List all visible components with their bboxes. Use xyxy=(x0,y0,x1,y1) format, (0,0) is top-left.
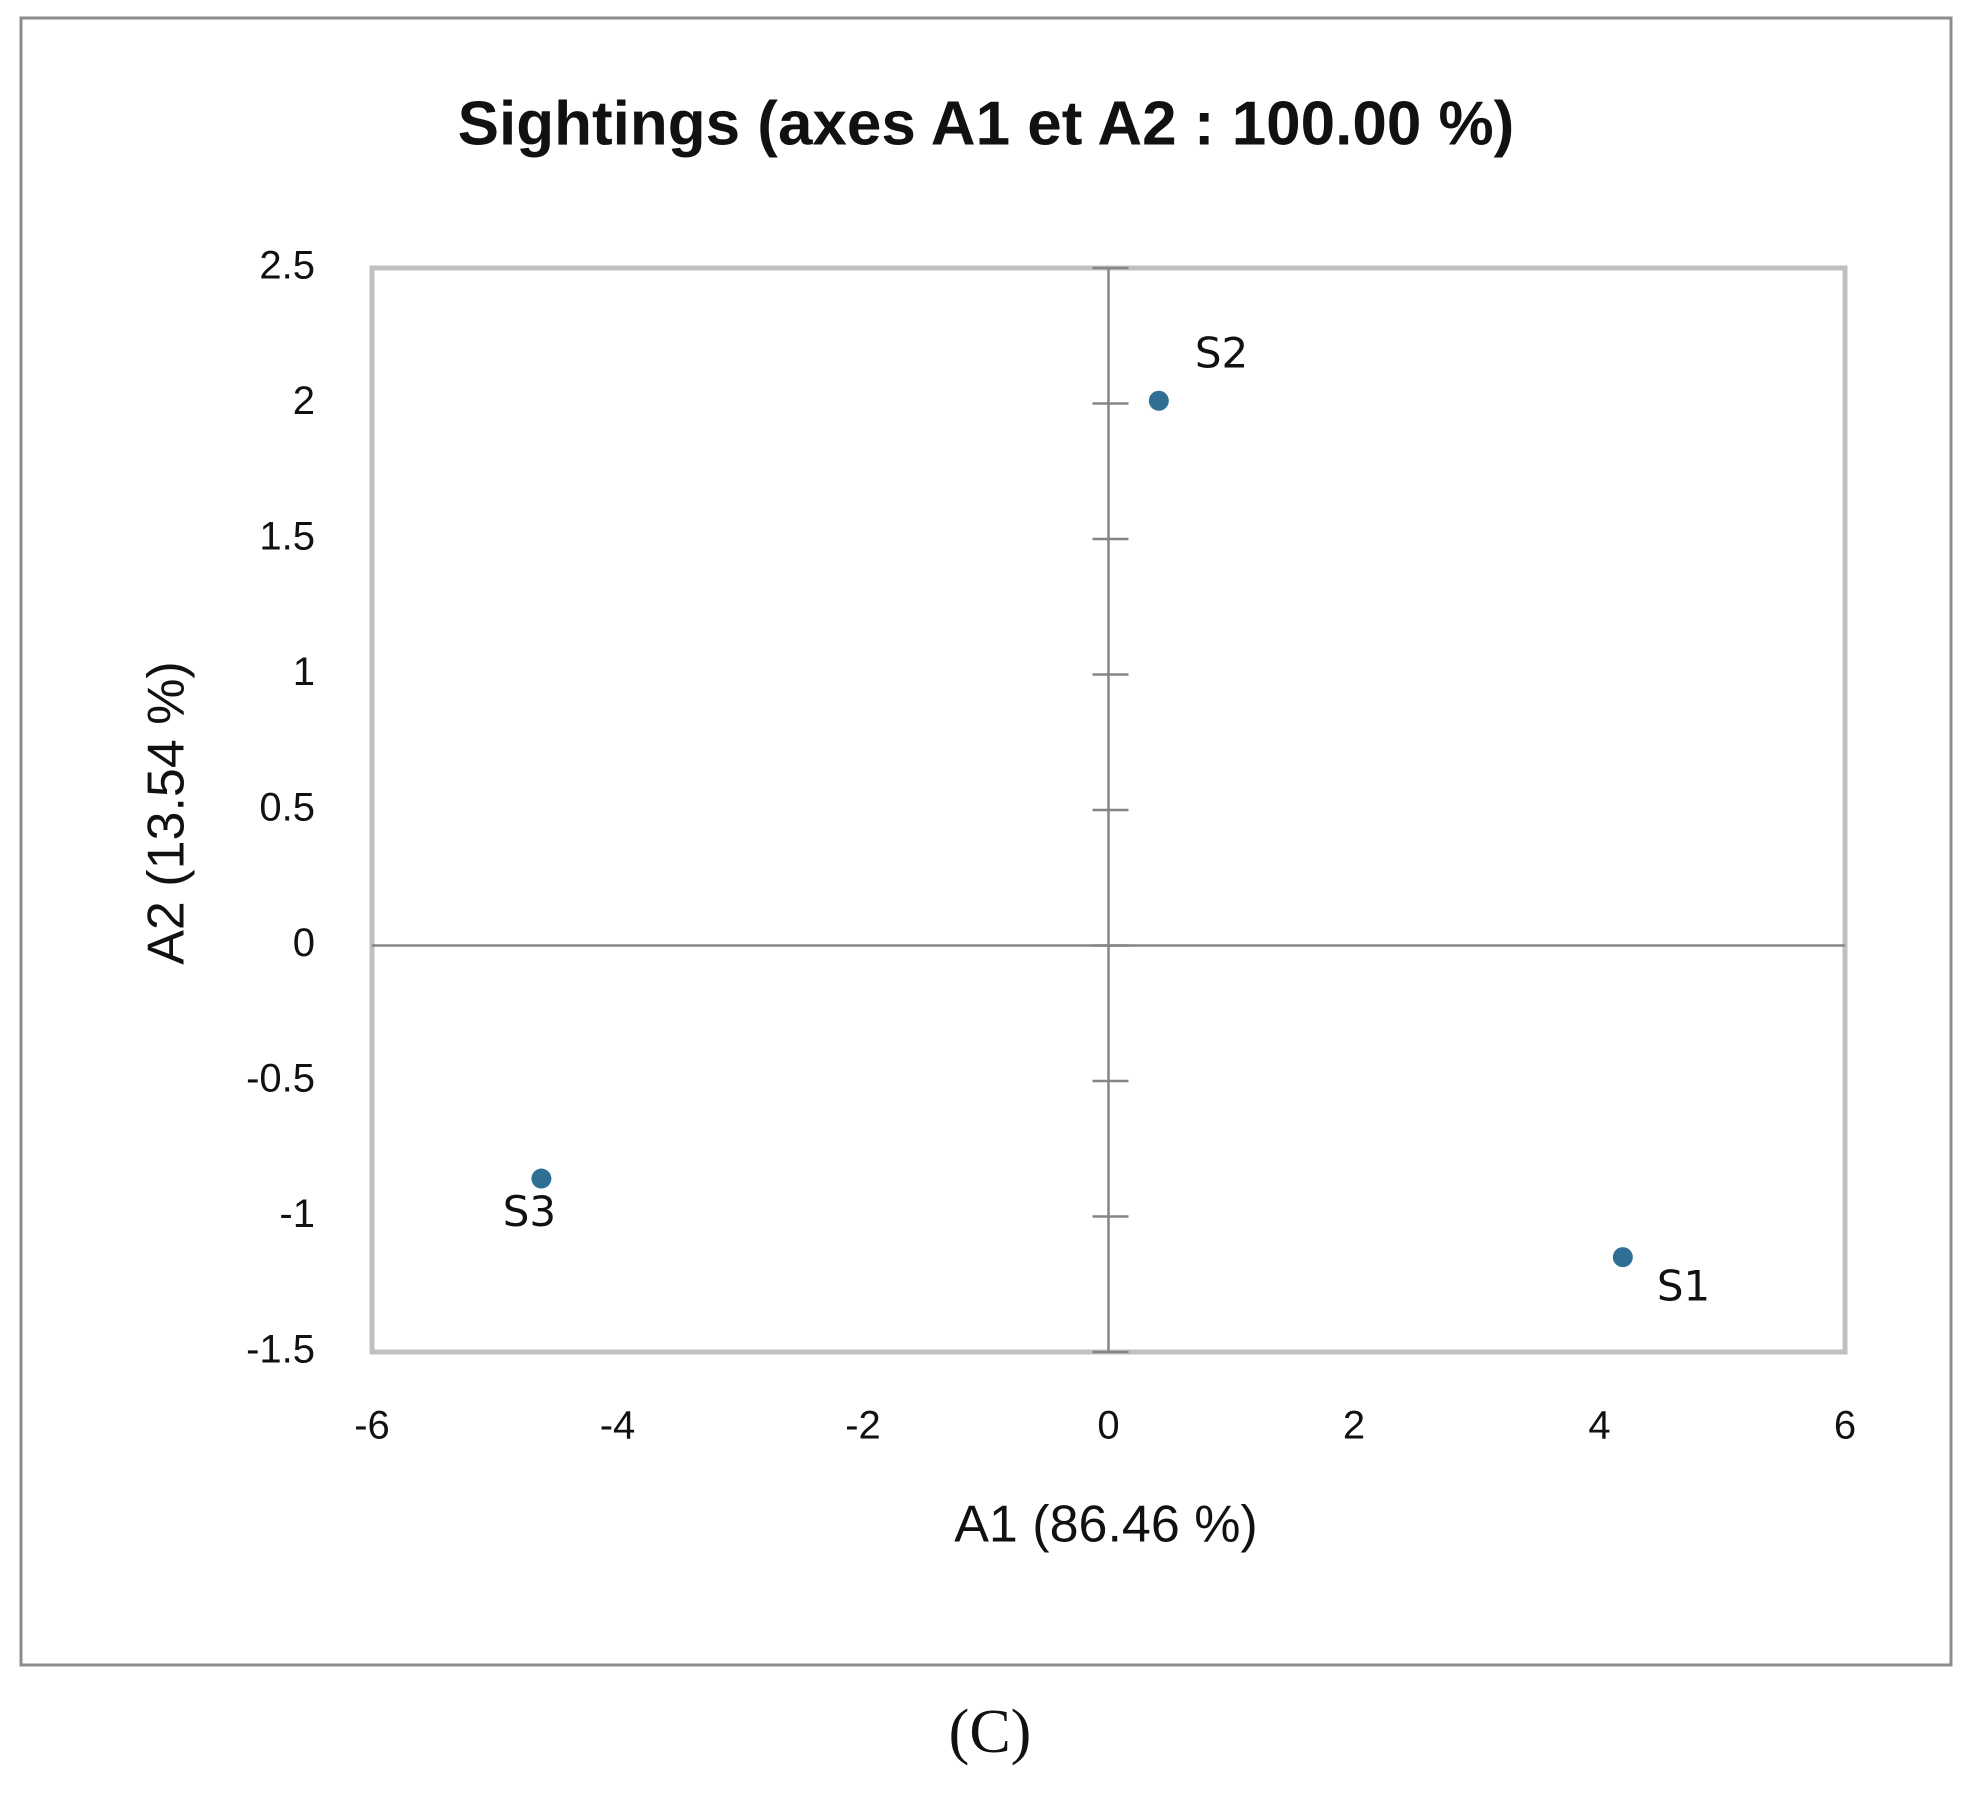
x-tick-label: -6 xyxy=(354,1404,390,1448)
point-label: S2 xyxy=(1195,328,1248,377)
x-tick-label: 0 xyxy=(1097,1404,1119,1448)
x-tick-label: 6 xyxy=(1834,1404,1856,1448)
y-tick-label: 0.5 xyxy=(259,786,315,830)
x-tick-label: -2 xyxy=(845,1404,881,1448)
chart-frame xyxy=(19,16,1953,1667)
y-axis-label: A2 (13.54 %) xyxy=(138,661,196,965)
point-label: S3 xyxy=(503,1187,556,1236)
x-tick-label: -4 xyxy=(600,1404,636,1448)
x-tick-label: 4 xyxy=(1588,1404,1610,1448)
y-tick-label: 2.5 xyxy=(259,244,315,288)
point-label: S1 xyxy=(1657,1262,1710,1311)
data-point xyxy=(1148,390,1169,411)
y-tick-label: 1.5 xyxy=(259,515,315,559)
data-point xyxy=(531,1168,552,1189)
y-tick-label: -1.5 xyxy=(246,1328,315,1372)
y-tick-label: -1 xyxy=(279,1192,315,1236)
chart-title: Sightings (axes A1 et A2 : 100.00 %) xyxy=(458,89,1515,158)
y-tick-label: -0.5 xyxy=(246,1057,315,1101)
y-tick-label: 1 xyxy=(293,650,315,694)
y-tick-label: 0 xyxy=(293,921,315,965)
figure-caption: (C) xyxy=(949,1698,1032,1766)
x-axis-label: A1 (86.46 %) xyxy=(954,1496,1258,1554)
y-tick-label: 2 xyxy=(293,379,315,423)
x-tick-label: 2 xyxy=(1343,1404,1365,1448)
data-point xyxy=(1612,1247,1633,1268)
